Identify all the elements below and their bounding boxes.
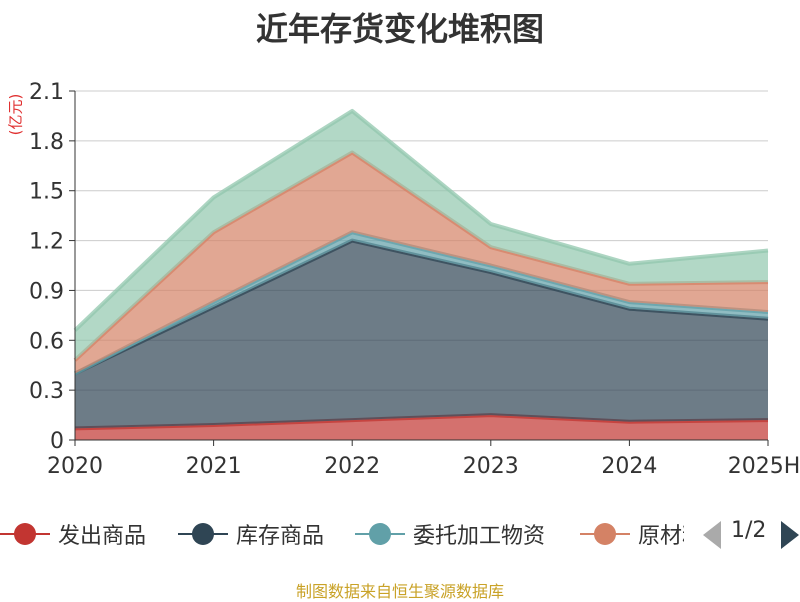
area-series-3 xyxy=(75,152,768,374)
legend-marker-icon xyxy=(0,512,50,556)
series-line-4 xyxy=(73,108,769,332)
legend: 发出商品 库存商品 委托加工物资 原材料 xyxy=(0,512,800,556)
axes xyxy=(69,90,769,446)
x-tick-label: 2022 xyxy=(324,454,380,479)
source-note: 制图数据来自恒生聚源数据库 xyxy=(295,582,504,601)
y-tick-label: 2.1 xyxy=(29,80,64,105)
legend-label: 委托加工物资 xyxy=(413,524,546,549)
x-tick-label: 2025H xyxy=(728,454,800,479)
chart-title: 近年存货变化堆积图 xyxy=(255,10,544,48)
tick-labels: 0 0.3 0.6 0.9 1.2 1.5 1.8 2.1 2020 2021 2022 2023 20… xyxy=(29,80,800,479)
x-tick-label: 2023 xyxy=(463,454,519,479)
y-tick-label: 0 xyxy=(50,429,64,454)
y-tick-label: 1.8 xyxy=(29,130,64,155)
y-tick-label: 0.3 xyxy=(29,379,64,404)
y-tick-label: 1.5 xyxy=(29,180,64,205)
legend-label: 发出商品 xyxy=(58,524,147,549)
legend-item-0[interactable]: 发出商品 xyxy=(0,512,146,556)
x-tick-label: 2020 xyxy=(47,454,103,479)
x-tick-label: 2021 xyxy=(186,454,242,479)
legend-item-2[interactable]: 委托加工物资 xyxy=(355,512,545,556)
legend-marker-icon xyxy=(580,512,630,556)
y-tick-label: 0.9 xyxy=(29,279,64,304)
legend-marker-icon xyxy=(355,512,405,556)
y-tick-label: 0.6 xyxy=(29,329,64,354)
area-series-1 xyxy=(75,240,768,429)
legend-prev-page-icon[interactable] xyxy=(703,521,721,549)
y-tick-label: 1.2 xyxy=(29,230,64,255)
x-tick-label: 2024 xyxy=(601,454,657,479)
legend-label: 库存商品 xyxy=(236,524,325,549)
legend-next-page-icon[interactable] xyxy=(781,521,799,549)
legend-item-1[interactable]: 库存商品 xyxy=(178,512,324,556)
legend-marker-icon xyxy=(178,512,228,556)
legend-page-indicator: 1/2 xyxy=(731,518,767,543)
area-series-layer xyxy=(73,108,769,440)
